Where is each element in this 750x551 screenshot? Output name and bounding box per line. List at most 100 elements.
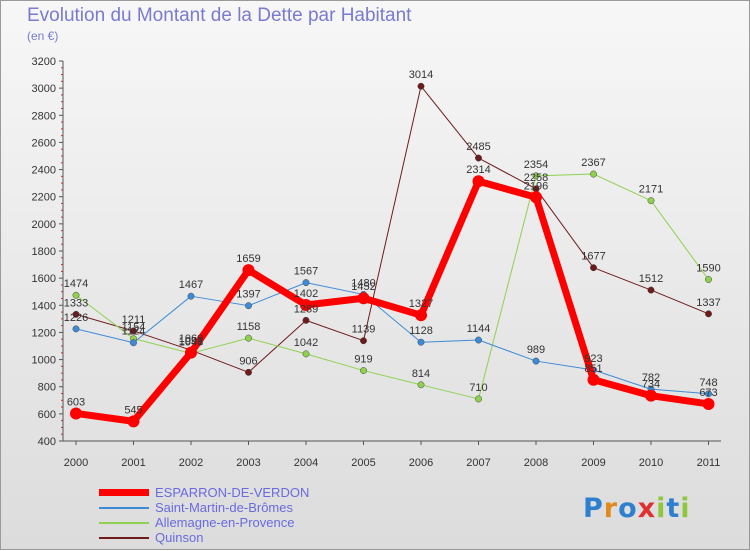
legend-item-esparron-de-verdon[interactable]: ESPARRON-DE-VERDON	[99, 485, 309, 500]
x-tick-label: 2001	[121, 457, 145, 469]
y-tick-label: 3200	[32, 56, 56, 68]
data-label-allemagne-en-provence: 2367	[581, 157, 605, 169]
legend-label: Quinson	[155, 530, 204, 545]
data-label-allemagne-en-provence: 1042	[294, 337, 318, 349]
legend: ESPARRON-DE-VERDON Saint-Martin-de-Brômes…	[99, 485, 309, 545]
x-tick-label: 2002	[179, 457, 203, 469]
data-point-saint-martin-de-br-mes	[187, 292, 195, 300]
data-label-quinson: 2485	[466, 141, 490, 153]
data-point-saint-martin-de-br-mes	[475, 336, 482, 344]
data-label-esparron-de-verdon: 673	[699, 387, 717, 399]
data-point-allemagne-en-provence	[360, 367, 367, 375]
data-point-allemagne-en-provence	[72, 291, 80, 299]
legend-label: ESPARRON-DE-VERDON	[155, 485, 310, 500]
series-layer	[70, 82, 715, 428]
data-point-allemagne-en-provence	[590, 170, 597, 178]
legend-item-allemagne-en-provence[interactable]: Allemagne-en-Provence	[99, 515, 309, 530]
y-tick-label: 1600	[32, 273, 56, 285]
data-label-saint-martin-de-br-mes: 1397	[236, 289, 260, 301]
data-label-saint-martin-de-br-mes: 1226	[64, 312, 88, 324]
data-point-saint-martin-de-br-mes	[72, 325, 80, 333]
series-line-quinson	[75, 85, 709, 373]
logo-letter: i	[680, 493, 691, 524]
data-point-saint-martin-de-br-mes	[532, 357, 540, 365]
data-point-saint-martin-de-br-mes	[302, 279, 310, 287]
legend-item-quinson[interactable]: Quinson	[99, 530, 309, 545]
y-tick-label: 1000	[32, 355, 56, 367]
data-label-esparron-de-verdon: 734	[642, 379, 660, 391]
logo-letter: r	[603, 493, 619, 524]
data-label-saint-martin-de-br-mes: 748	[699, 377, 717, 389]
data-point-allemagne-en-provence	[647, 197, 655, 205]
data-label-saint-martin-de-br-mes: 1567	[294, 266, 318, 278]
y-tick-label: 2600	[32, 137, 56, 149]
x-tick-label: 2011	[697, 457, 721, 469]
data-point-quinson	[72, 310, 80, 318]
data-label-allemagne-en-provence: 919	[354, 354, 372, 366]
data-point-quinson	[705, 310, 712, 318]
y-tick-label: 1800	[32, 246, 56, 258]
data-label-esparron-de-verdon: 2314	[466, 164, 490, 176]
x-tick-label: 2009	[581, 457, 605, 469]
data-label-saint-martin-de-br-mes: 1144	[467, 323, 491, 335]
data-label-esparron-de-verdon: 1402	[294, 288, 318, 300]
data-label-quinson: 1512	[639, 273, 663, 285]
y-tick-label: 1200	[32, 327, 56, 339]
series-line-allemagne-en-provence	[75, 173, 709, 400]
data-label-allemagne-en-provence: 1158	[237, 321, 261, 333]
data-point-esparron-de-verdon	[645, 389, 657, 402]
data-label-quinson: 1069	[179, 333, 203, 345]
data-point-esparron-de-verdon	[702, 397, 715, 410]
data-point-esparron-de-verdon	[300, 299, 312, 312]
proxiti-logo: Proxiti	[583, 493, 691, 524]
data-point-esparron-de-verdon	[587, 373, 600, 386]
data-label-quinson: 1289	[294, 303, 318, 315]
x-tick-label: 2000	[64, 457, 88, 469]
x-tick-label: 2007	[466, 457, 490, 469]
data-label-saint-martin-de-br-mes: 1128	[409, 325, 433, 337]
data-label-esparron-de-verdon: 1659	[236, 253, 260, 265]
data-label-saint-martin-de-br-mes: 1124	[122, 326, 146, 338]
x-tick-label: 2004	[294, 457, 318, 469]
data-point-quinson	[130, 327, 137, 335]
data-label-esparron-de-verdon: 1327	[409, 298, 433, 310]
y-tick-label: 2400	[32, 165, 56, 177]
y-tick-label: 600	[38, 409, 56, 421]
logo-letter: P	[583, 493, 604, 524]
data-label-saint-martin-de-br-mes: 989	[527, 344, 545, 356]
series-line-esparron-de-verdon	[72, 177, 712, 425]
logo-letter: x	[637, 493, 657, 524]
data-label-quinson: 906	[239, 355, 257, 367]
data-label-quinson: 3014	[409, 69, 433, 81]
y-tick-label: 3000	[32, 83, 56, 95]
data-point-esparron-de-verdon	[357, 292, 370, 305]
data-point-quinson	[360, 337, 367, 345]
chart-title: Evolution du Montant de la Dette par Hab…	[27, 5, 412, 26]
x-tick-label: 2003	[236, 457, 260, 469]
data-label-esparron-de-verdon: 545	[124, 404, 142, 416]
data-point-allemagne-en-provence	[302, 350, 310, 358]
data-label-esparron-de-verdon: 603	[67, 396, 85, 408]
y-tick-label: 1400	[32, 300, 56, 312]
x-tick-label: 2006	[409, 457, 433, 469]
legend-swatch	[99, 506, 149, 509]
chart-subtitle: (en €)	[27, 29, 59, 43]
data-label-allemagne-en-provence: 1154	[122, 322, 146, 334]
legend-swatch	[99, 489, 149, 496]
x-tick-label: 2008	[524, 457, 548, 469]
legend-label: Allemagne-en-Provence	[155, 515, 295, 530]
data-point-saint-martin-de-br-mes	[245, 302, 252, 310]
data-point-quinson	[417, 82, 425, 90]
data-label-quinson: 1677	[581, 251, 605, 263]
data-point-quinson	[647, 286, 655, 294]
data-point-quinson	[590, 264, 597, 272]
data-label-quinson: 1333	[64, 297, 88, 309]
legend-swatch	[99, 536, 149, 539]
legend-item-saint-martin-de-br-mes[interactable]: Saint-Martin-de-Brômes	[99, 500, 309, 515]
data-point-esparron-de-verdon	[242, 264, 255, 277]
data-label-allemagne-en-provence: 814	[412, 368, 430, 380]
data-point-allemagne-en-provence	[532, 172, 540, 180]
data-point-esparron-de-verdon	[415, 309, 427, 322]
y-tick-label: 2000	[32, 219, 56, 231]
